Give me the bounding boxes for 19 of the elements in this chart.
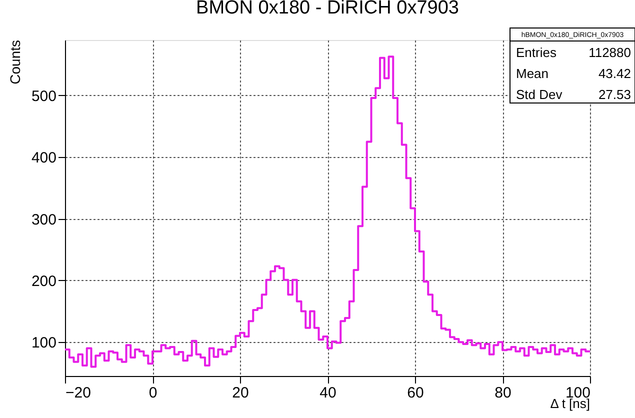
y-tick-label: 100	[31, 334, 56, 352]
y-tick-label: 500	[31, 88, 56, 105]
y-tick-label: 300	[31, 211, 56, 228]
x-tick-label: 40	[320, 384, 336, 402]
y-axis-title: Counts	[7, 40, 23, 84]
x-tick-label: 0	[148, 384, 158, 402]
annotation: Std Dev	[516, 87, 563, 102]
x-tick-label: 60	[407, 384, 424, 402]
annotation: Mean	[516, 66, 549, 81]
chart-title: BMON 0x180 - DiRICH 0x7903	[196, 0, 459, 18]
text: 27.53	[598, 87, 631, 102]
y-tick-label: 400	[31, 150, 56, 167]
text: 43.42	[598, 66, 631, 81]
annotation: Entries	[516, 45, 557, 60]
annotation: 112880	[588, 45, 631, 60]
y-tick-label: 200	[31, 272, 56, 290]
x-tick-label: 80	[494, 384, 512, 402]
x-tick-label: −20	[66, 384, 91, 402]
x-tick-label: 20	[232, 384, 249, 402]
